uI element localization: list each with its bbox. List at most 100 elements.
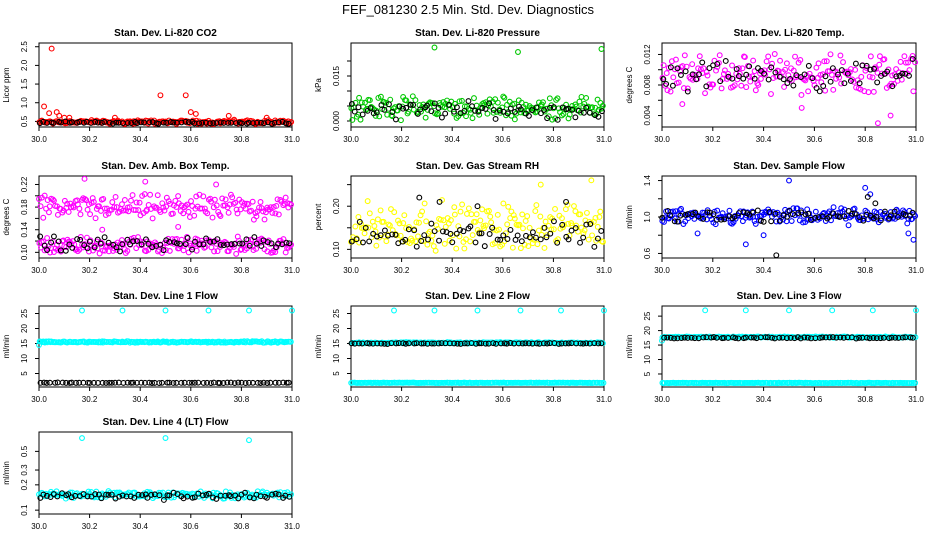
- data-point: [812, 208, 819, 215]
- data-point: [210, 120, 217, 126]
- data-point: [238, 379, 245, 386]
- data-point: [490, 107, 497, 113]
- data-point: [546, 95, 553, 102]
- outlier-point: [786, 177, 792, 184]
- series-primary: [659, 51, 919, 127]
- data-point: [388, 206, 394, 213]
- data-point: [83, 197, 90, 204]
- data-point: [515, 340, 522, 347]
- data-point: [391, 209, 398, 216]
- data-point: [820, 83, 827, 89]
- plot-frame: [350, 42, 605, 128]
- chart-panel-8: Stan. Dev. Line 2 Flow ml/min 30.0 30.2 30.4…: [314, 291, 612, 404]
- data-point: [840, 334, 847, 341]
- data-point: [40, 118, 47, 125]
- data-point: [840, 59, 846, 66]
- y-tick-label: 10: [643, 355, 652, 364]
- data-point: [421, 200, 428, 207]
- data-point: [504, 236, 511, 242]
- data-point: [74, 248, 81, 255]
- data-point: [660, 62, 667, 69]
- data-point: [185, 119, 192, 126]
- data-point: [226, 201, 233, 208]
- data-point: [669, 82, 676, 89]
- data-point: [40, 491, 47, 498]
- data-point: [560, 111, 567, 118]
- data-point: [216, 211, 223, 218]
- data-point: [518, 238, 525, 245]
- data-point: [787, 76, 794, 82]
- data-point: [374, 216, 381, 223]
- data-point: [233, 120, 240, 126]
- series-secondary: [37, 233, 293, 255]
- data-point: [166, 247, 173, 254]
- data-point: [682, 68, 689, 75]
- data-point: [707, 212, 714, 219]
- data-point: [716, 52, 723, 59]
- data-point: [377, 93, 384, 100]
- data-point: [366, 340, 373, 347]
- data-point: [565, 340, 572, 347]
- data-point: [816, 335, 823, 341]
- data-point: [710, 211, 717, 218]
- outlier-point: [157, 92, 164, 99]
- data-point: [823, 58, 830, 65]
- data-point: [349, 117, 356, 123]
- data-point: [866, 335, 873, 342]
- data-point: [348, 101, 355, 107]
- data-point: [383, 99, 390, 106]
- data-point: [555, 236, 561, 243]
- data-point: [718, 85, 725, 92]
- data-point: [852, 60, 859, 67]
- data-point: [525, 112, 532, 119]
- data-point: [185, 208, 192, 215]
- data-point: [370, 110, 377, 117]
- y-tick-label: 15: [20, 339, 29, 348]
- data-point: [522, 218, 529, 224]
- outlier-point: [289, 307, 295, 314]
- data-point: [47, 494, 54, 500]
- data-point: [419, 208, 426, 215]
- data-point: [68, 494, 75, 501]
- data-point: [747, 78, 754, 85]
- data-point: [207, 380, 214, 386]
- data-point: [142, 379, 148, 386]
- series-secondary: [348, 98, 605, 123]
- x-tick-label: 30.6: [183, 395, 199, 404]
- data-point: [124, 247, 131, 254]
- y-tick-label: 10: [332, 354, 341, 363]
- data-point: [217, 241, 224, 248]
- y-tick-label: 0.10: [20, 244, 29, 260]
- data-point: [805, 88, 812, 95]
- data-point: [504, 221, 511, 228]
- data-point: [356, 340, 362, 347]
- y-tick-label: 0.000: [332, 110, 341, 131]
- data-point: [696, 53, 703, 60]
- plot-frame: [661, 305, 917, 388]
- data-point: [275, 491, 282, 498]
- data-point: [353, 236, 360, 243]
- data-point: [801, 334, 808, 341]
- data-point: [700, 65, 707, 72]
- y-tick-label: 10: [20, 354, 29, 363]
- data-point: [735, 73, 742, 80]
- data-point: [415, 233, 421, 240]
- data-point: [684, 335, 691, 341]
- data-point: [41, 379, 47, 386]
- data-point: [475, 108, 482, 115]
- data-point: [809, 75, 816, 82]
- outlier-point: [99, 226, 106, 233]
- data-point: [261, 120, 268, 127]
- data-point: [96, 203, 102, 210]
- data-point: [537, 213, 544, 220]
- data-point: [36, 196, 42, 202]
- data-point: [810, 78, 817, 84]
- data-point: [355, 104, 362, 111]
- data-point: [479, 105, 486, 111]
- outlier-point: [79, 435, 85, 442]
- data-point: [504, 110, 511, 117]
- data-point: [117, 248, 123, 255]
- data-point: [63, 379, 70, 386]
- data-point: [667, 64, 674, 71]
- data-point: [439, 228, 446, 235]
